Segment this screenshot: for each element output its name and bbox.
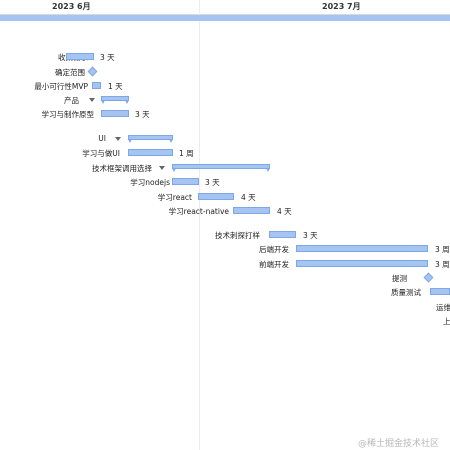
task-label: 学习react [157, 193, 192, 202]
collapse-caret-icon[interactable] [89, 98, 95, 102]
task-label: 前端开发 [259, 260, 289, 269]
month-label-june: 2023 6月 [52, 2, 91, 11]
group-bar[interactable] [128, 135, 173, 143]
task-label: 后端开发 [259, 245, 289, 254]
task-bar[interactable] [269, 231, 296, 238]
task-label: 技术刺探打样 [215, 231, 260, 240]
collapse-caret-icon[interactable] [115, 137, 121, 141]
task-label: 上 [443, 317, 450, 326]
task-label: 最小可行性MVP [34, 82, 88, 91]
milestone-diamond[interactable] [87, 66, 98, 77]
task-label: 技术框架调用选择 [92, 164, 152, 173]
task-bar[interactable] [296, 245, 428, 252]
task-duration: 3 周 [435, 260, 450, 269]
group-bar[interactable] [172, 164, 270, 172]
project-summary-bar[interactable] [0, 15, 450, 21]
task-label: 学习react-native [168, 207, 229, 216]
task-bar[interactable] [233, 207, 270, 214]
task-label: 产品 [64, 96, 79, 105]
task-bar[interactable] [66, 53, 94, 60]
task-duration: 3 周 [435, 245, 450, 254]
task-duration: 1 天 [108, 82, 123, 91]
timeline-header: 2023 6月 2023 7月 [0, 0, 450, 15]
task-bar[interactable] [101, 110, 129, 117]
task-duration: 3 天 [205, 178, 220, 187]
task-bar[interactable] [198, 193, 234, 200]
task-duration: 3 天 [135, 110, 150, 119]
task-bar[interactable] [172, 178, 199, 185]
task-label: 质量测试 [391, 288, 421, 297]
milestone-diamond[interactable] [423, 272, 434, 283]
task-label: 学习与制作原型 [41, 110, 95, 119]
task-duration: 1 周 [179, 149, 194, 158]
task-bar[interactable] [296, 260, 428, 267]
month-label-july: 2023 7月 [322, 2, 361, 11]
task-label: 确定范围 [55, 68, 85, 77]
task-label: 学习nodejs [130, 178, 170, 187]
group-bar[interactable] [101, 96, 129, 104]
month-divider [199, 0, 200, 450]
task-bar[interactable] [92, 82, 101, 89]
task-duration: 3 天 [100, 53, 115, 62]
task-label: UI [98, 134, 106, 143]
task-label: 学习与做UI [82, 149, 120, 158]
task-duration: 4 天 [241, 193, 256, 202]
task-label: 运维 [436, 303, 450, 312]
task-bar[interactable] [128, 149, 173, 156]
task-bar[interactable] [430, 288, 450, 295]
task-label: 提测 [392, 274, 407, 283]
task-duration: 3 天 [303, 231, 318, 240]
collapse-caret-icon[interactable] [159, 166, 165, 170]
task-duration: 4 天 [277, 207, 292, 216]
watermark: @稀土掘金技术社区 [358, 439, 440, 449]
